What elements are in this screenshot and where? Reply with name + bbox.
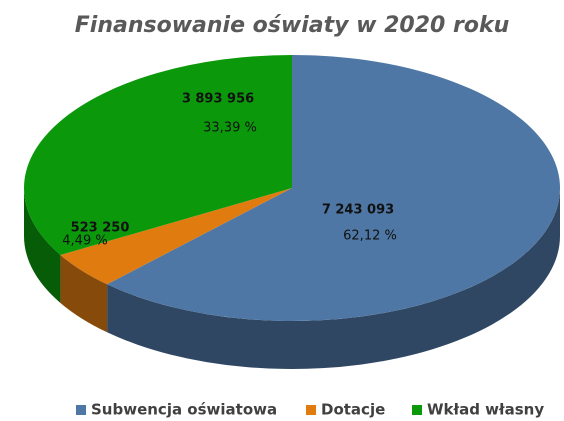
slice	[107, 55, 560, 321]
percent-label: 4,49 %	[62, 234, 107, 249]
slice-side	[60, 254, 108, 333]
slice	[23, 55, 293, 255]
legend-swatch	[306, 405, 316, 415]
percent-label: 33,39 %	[203, 121, 257, 136]
slice-side	[107, 188, 560, 369]
legend-swatch	[76, 405, 86, 415]
legend-label: Wkład własny	[427, 401, 544, 419]
legend-swatch	[412, 405, 422, 415]
chart-title: Finansowanie oświaty w 2020 roku	[75, 13, 509, 38]
data-label: 523 250	[71, 221, 130, 236]
data-label: 3 893 956	[182, 92, 254, 107]
slice	[60, 188, 292, 285]
data-label: 7 243 093	[322, 203, 394, 218]
slice-side	[24, 188, 61, 303]
legend-label: Subwencja oświatowa	[91, 401, 277, 419]
percent-label: 62,12 %	[343, 229, 397, 244]
legend-label: Dotacje	[321, 401, 385, 419]
